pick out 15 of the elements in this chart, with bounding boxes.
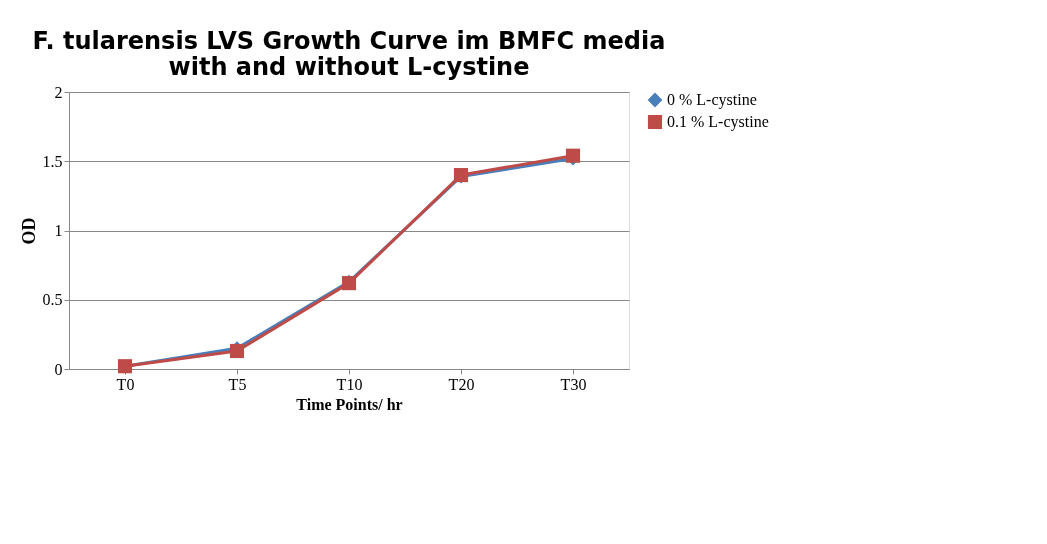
chart-title: F. tularensis LVS Growth Curve im BMFC media with and without L-cystine	[32, 27, 666, 81]
x-axis-title: Time Points/ hr	[296, 395, 403, 413]
y-tick-label: 0	[54, 360, 63, 378]
x-tick-label: T20	[448, 375, 475, 393]
y-tick-label: 2	[54, 83, 63, 101]
x-tick-label: T30	[560, 375, 587, 393]
y-tick-label: 0.5	[42, 291, 63, 309]
y-axis-title: OD	[18, 217, 39, 245]
legend-label: 0.1 % L-cystine	[667, 113, 769, 131]
y-tick-label: 1	[54, 222, 63, 239]
x-tick-label: T0	[116, 375, 135, 393]
x-tick-label: T10	[336, 375, 363, 393]
legend-label: 0 % L-cystine	[667, 91, 757, 109]
x-tick-label: T5	[228, 375, 247, 393]
y-tick-label: 1.5	[42, 152, 63, 170]
